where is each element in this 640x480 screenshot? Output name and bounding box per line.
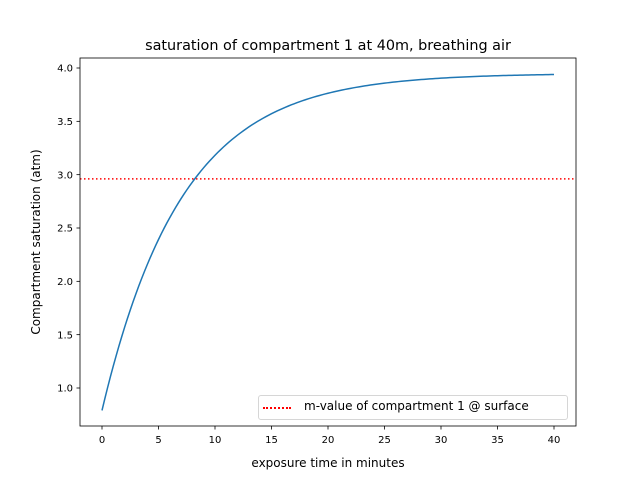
x-tick-label: 40 <box>548 435 561 446</box>
axes-frame <box>79 57 577 427</box>
y-tick-label: 1.5 <box>57 330 73 341</box>
x-tick-label: 0 <box>99 435 105 446</box>
y-tick-label: 3.5 <box>57 117 73 128</box>
x-tick-label: 20 <box>322 435 335 446</box>
y-axis-label: Compartment saturation (atm) <box>29 149 43 334</box>
chart-title: saturation of compartment 1 at 40m, brea… <box>145 38 511 54</box>
saturation-curve <box>101 73 555 411</box>
plot-area: 0 5 10 15 20 25 30 35 40 1.0 1.5 2.0 2.5 3.0 3.5 4.0 <box>57 57 577 446</box>
y-tick-label: 4.0 <box>57 64 73 75</box>
legend-label: m-value of compartment 1 @ surface <box>304 399 529 413</box>
x-tick-label: 5 <box>155 435 161 446</box>
y-tick-label: 1.0 <box>57 384 73 395</box>
y-tick-label: 2.5 <box>57 224 73 235</box>
x-tick-label: 15 <box>265 435 278 446</box>
x-tick-label: 25 <box>378 435 391 446</box>
y-tick-label: 2.0 <box>57 277 73 288</box>
x-tick-label: 35 <box>491 435 504 446</box>
y-tick-label: 3.0 <box>57 170 73 181</box>
x-tick-label: 10 <box>209 435 222 446</box>
legend-line-icon <box>263 407 291 409</box>
legend: m-value of compartment 1 @ surface <box>258 395 568 420</box>
x-tick-label: 30 <box>435 435 448 446</box>
x-axis-label: exposure time in minutes <box>251 456 404 470</box>
